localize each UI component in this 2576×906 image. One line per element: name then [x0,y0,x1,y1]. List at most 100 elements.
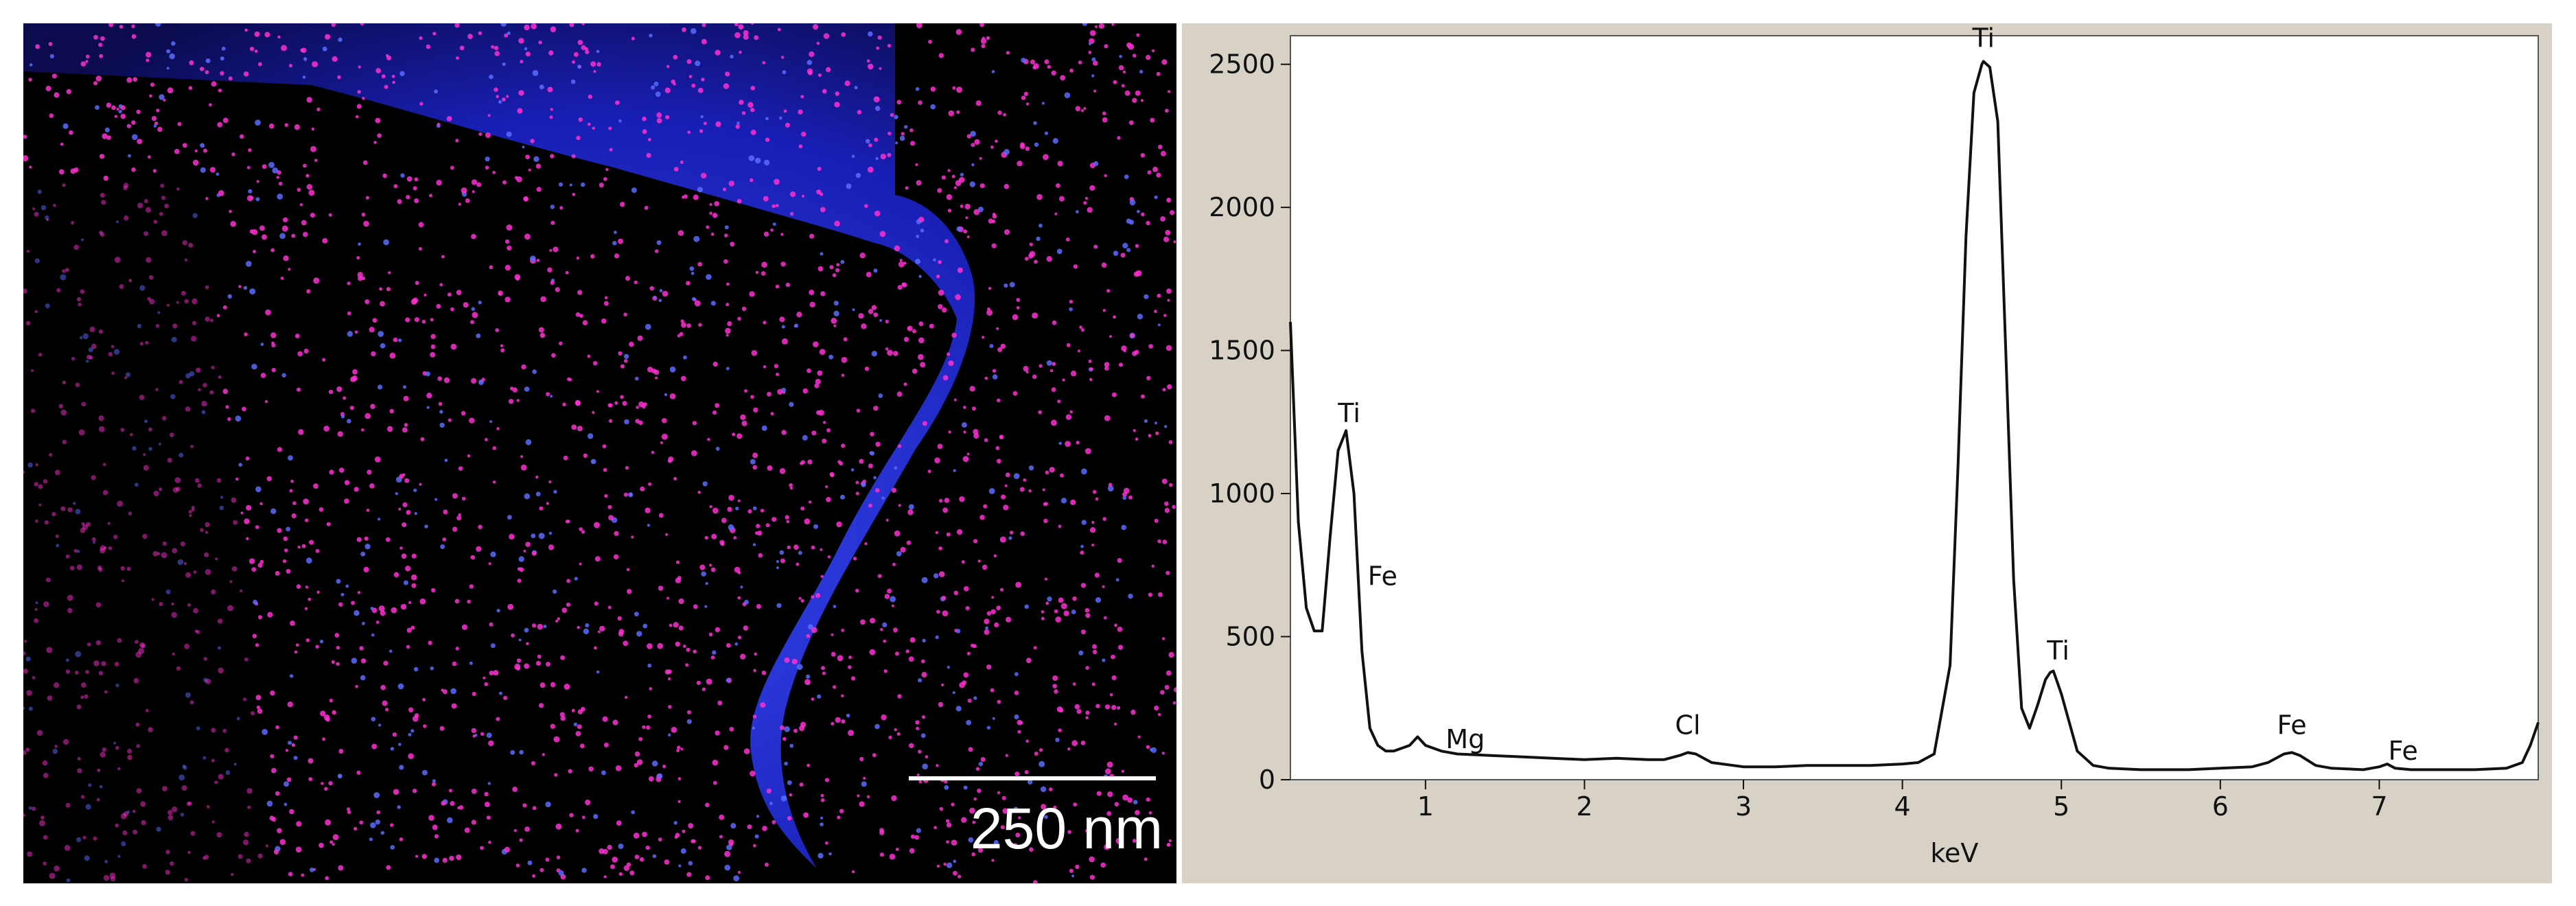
element-dot [107,522,111,525]
element-dot [894,530,901,537]
element-dot [942,507,948,513]
element-dot [67,507,73,513]
element-dot [1102,517,1106,521]
element-dot [380,343,386,349]
element-dot [251,711,255,716]
element-dot [360,675,366,681]
element-dot [54,682,60,688]
element-dot [820,291,826,297]
element-dot [277,170,281,175]
element-dot [178,452,184,458]
element-dot [826,497,831,502]
element-dot [45,303,50,309]
element-dot [995,139,998,143]
element-dot [936,864,940,868]
element-dot [408,732,412,736]
element-dot [1167,384,1172,390]
element-dot [108,23,114,27]
element-dot [338,37,343,42]
element-dot [189,700,194,705]
element-dot [364,413,371,419]
element-dot [40,815,45,820]
element-dot [593,70,596,73]
element-dot [432,824,438,830]
element-dot [1146,797,1150,802]
element-dot [391,607,397,614]
element-dot [410,625,415,630]
element-dot [866,59,870,63]
element-dot [997,111,1002,115]
element-dot [65,268,69,272]
element-dot [103,175,108,181]
element-dot [1056,248,1063,255]
element-dot [117,638,122,643]
element-dot [506,95,509,98]
element-dot [1122,242,1128,248]
element-dot [750,395,754,399]
element-dot [603,848,608,855]
element-dot [820,207,826,213]
element-dot [49,453,53,457]
element-dot [374,456,381,463]
element-dot [80,289,85,294]
element-dot [693,235,700,242]
element-dot [982,36,985,40]
element-dot [895,141,898,145]
element-dot [1073,802,1078,806]
element-dot [1117,136,1121,140]
element-dot [568,769,572,774]
element-dot [798,109,803,115]
element-dot [959,496,965,502]
element-dot [909,743,914,749]
background-right [780,23,1176,883]
element-dot [691,450,697,456]
element-dot [968,837,974,843]
element-dot [388,649,393,653]
element-dot [822,89,827,94]
element-dot [528,168,531,172]
element-dot [1157,144,1163,150]
element-dot [288,741,292,745]
element-dot [273,849,279,855]
element-dot [1154,310,1157,314]
element-dot [938,546,942,550]
element-dot [291,513,297,519]
element-dot [32,806,36,811]
element-dot [655,249,659,253]
element-dot [941,683,944,687]
element-dot [1009,281,1015,288]
element-dot [909,128,914,132]
element-dot [1067,830,1071,834]
element-dot [338,865,344,871]
element-dot [472,691,476,697]
element-dot [297,351,303,357]
element-dot [723,259,728,264]
element-dot [1085,666,1089,670]
element-dot [1043,518,1048,524]
element-dot [29,165,32,169]
element-dot [349,406,354,410]
element-dot [76,704,82,710]
element-dot [1111,705,1117,710]
element-dot [936,609,940,614]
element-dot [130,432,133,437]
element-dot [841,443,846,448]
element-dot [712,507,719,514]
element-dot [784,761,788,766]
element-dot [960,172,964,177]
element-dot [1133,429,1137,432]
element-dot [32,207,36,211]
element-dot [242,406,246,412]
element-dot [634,763,638,768]
element-dot [1012,314,1019,321]
element-dot [166,303,170,307]
element-dot [437,122,441,126]
element-dot [1017,730,1021,734]
element-dot [956,226,962,231]
element-dot [166,49,171,54]
element-dot [715,121,721,128]
element-dot [624,359,628,363]
element-dot [897,285,903,290]
element-dot [1128,495,1133,500]
element-dot [382,700,388,706]
